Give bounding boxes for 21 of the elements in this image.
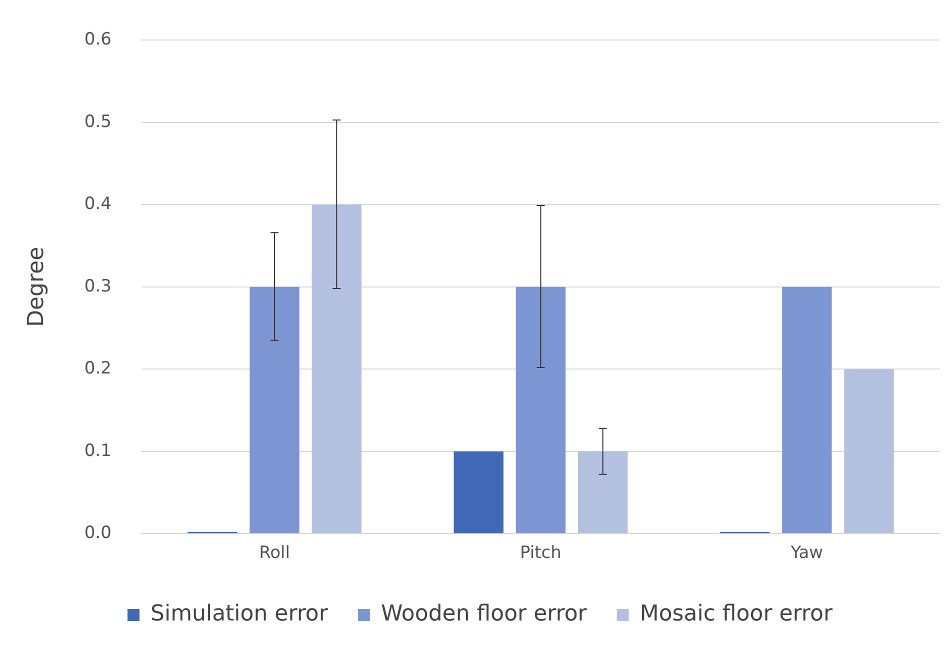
y-tick-label: 0.5 (84, 112, 112, 132)
legend-label: Simulation error (150, 602, 329, 627)
legend-label: Mosaic floor error (640, 602, 834, 627)
y-axis-title: Degree (24, 246, 49, 327)
legend-label: Wooden floor error (380, 602, 588, 627)
y-tick-label: 0.0 (84, 523, 112, 544)
bar (516, 286, 566, 534)
y-tick-label: 0.4 (84, 194, 112, 214)
x-tick-label: Roll (259, 543, 290, 564)
y-tick-label: 0.2 (84, 358, 112, 379)
bar (250, 286, 300, 534)
bar (312, 204, 362, 534)
y-tick-label: 0.6 (84, 30, 112, 50)
bar (578, 451, 628, 534)
bar (454, 451, 504, 534)
x-tick-label: Yaw (790, 543, 824, 564)
y-tick-label: 0.1 (84, 440, 112, 461)
bar (844, 369, 894, 534)
bar (782, 286, 832, 534)
y-tick-label: 0.3 (84, 276, 112, 296)
x-tick-label: Pitch (520, 543, 562, 564)
